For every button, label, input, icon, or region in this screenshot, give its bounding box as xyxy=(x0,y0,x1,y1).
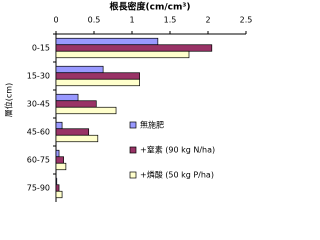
x-tick-label: 0.5 xyxy=(88,16,101,25)
bar xyxy=(55,184,60,192)
x-tick-label: 1 xyxy=(129,16,134,25)
y-axis-label: 層位(cm) xyxy=(4,83,14,117)
bar xyxy=(55,190,63,199)
bar xyxy=(55,100,97,108)
y-tick-label: 60-75 xyxy=(27,156,50,165)
legend-marker xyxy=(129,121,137,129)
bar xyxy=(55,65,104,74)
y-tick-label: 0-15 xyxy=(32,44,50,53)
bar xyxy=(55,72,140,80)
y-tick-label: 45-60 xyxy=(27,128,50,137)
bar xyxy=(55,177,58,186)
bar xyxy=(55,128,90,136)
bar xyxy=(55,149,60,158)
legend-marker xyxy=(129,146,137,154)
bar xyxy=(55,93,79,102)
bar xyxy=(55,134,99,143)
legend-label: 無施肥 xyxy=(140,120,164,130)
bar xyxy=(55,37,159,46)
bar xyxy=(55,50,190,59)
x-tick-label: 0 xyxy=(53,16,58,25)
bar xyxy=(55,78,140,87)
x-tick-label: 2 xyxy=(205,16,210,25)
bar xyxy=(55,44,213,52)
bar xyxy=(55,162,67,171)
y-tick-label: 75-90 xyxy=(27,184,50,193)
chart: 根長密度(cm/cm³) 層位(cm) 0 0.5 1 1.5 2 2.5 0-15 15-3… xyxy=(4,1,253,202)
bar xyxy=(55,106,117,115)
legend-label: +窒素 (90 kg N/ha) xyxy=(140,145,215,155)
y-tick-label: 30-45 xyxy=(27,100,50,109)
y-tick-label: 15-30 xyxy=(27,72,50,81)
x-tick-label: 1.5 xyxy=(164,16,177,25)
bar xyxy=(55,121,63,130)
x-tick-label: 2.5 xyxy=(240,16,253,25)
legend-marker xyxy=(129,171,137,179)
legend-label: +燐酸 (50 kg P/ha) xyxy=(140,170,214,180)
bar xyxy=(55,156,64,164)
chart-title: 根長密度(cm/cm³) xyxy=(110,1,191,13)
